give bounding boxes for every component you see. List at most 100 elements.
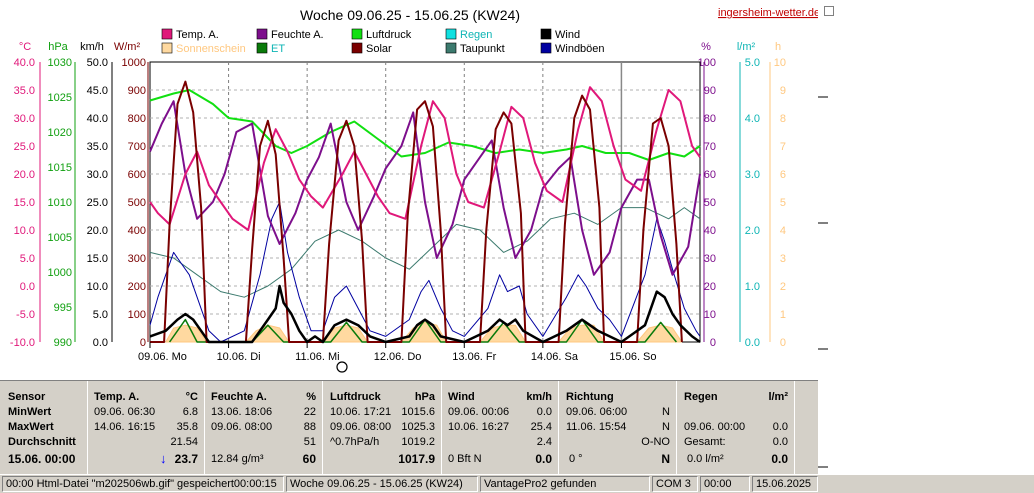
axis-tick-label: 1015 <box>48 162 72 174</box>
chart-series <box>149 80 701 344</box>
scroll-up-icon[interactable] <box>824 6 834 16</box>
humidity-column: Feuchte A. % 13.06. 18:06 22 09.06. 08:0… <box>205 381 323 475</box>
axis-tick-label: 0 <box>140 337 146 349</box>
wind-column: Wind km/h 09.06. 00:06 0.0 10.06. 16:27 … <box>442 381 559 475</box>
series-luftdruck <box>149 89 701 161</box>
status-date: 15.06.2025 <box>752 476 818 492</box>
legend-swatch <box>540 28 552 40</box>
axis-tick-label: 30 <box>704 253 716 265</box>
axis-tick-label: 1010 <box>48 197 72 209</box>
status-time: 00:00 <box>700 476 750 492</box>
axis-tick-label: 1030 <box>48 57 72 69</box>
axis-tick-label: 2.0 <box>745 225 760 237</box>
axis-tick-label: 100 <box>698 57 716 69</box>
legend-label: Sonnenschein <box>176 43 246 55</box>
legend-swatch <box>351 28 363 40</box>
chart-title: Woche 09.06.25 - 15.06.25 (KW24) <box>300 7 520 23</box>
axis-unit: % <box>701 41 711 53</box>
status-period: Woche 09.06.25 - 15.06.25 (KW24) <box>286 476 478 492</box>
axis-tick-label: 9 <box>780 85 786 97</box>
legend-swatch <box>445 28 457 40</box>
edge-tick <box>818 466 828 468</box>
legend-swatch <box>351 42 363 54</box>
axis-tick-label: 2 <box>780 281 786 293</box>
axis-unit: W/m² <box>114 41 141 53</box>
axis-unit: °C <box>19 41 31 53</box>
x-tick-label: 15.06. So <box>609 351 656 363</box>
axis-tick-label: 90 <box>704 85 716 97</box>
axis-tick-label: 15.0 <box>14 197 35 209</box>
axis-tick-label: 50 <box>704 197 716 209</box>
axis-tick-label: 700 <box>128 141 146 153</box>
axis-tick-label: 50.0 <box>87 57 108 69</box>
edge-tick <box>818 222 828 224</box>
axis-tick-label: 0 <box>780 337 786 349</box>
legend-label: Taupunkt <box>460 43 505 55</box>
legend-swatch <box>256 28 268 40</box>
axis-tick-label: 200 <box>128 281 146 293</box>
x-tick-label: 11.06. Mi <box>295 351 339 363</box>
axis-tick-label: 1.0 <box>745 281 760 293</box>
legend-swatch <box>445 42 457 54</box>
axis-tick-label: 0.0 <box>93 337 108 349</box>
axis-unit: h <box>775 41 781 53</box>
axis-tick-label: 35.0 <box>14 85 35 97</box>
axis-tick-label: 100 <box>128 309 146 321</box>
axis-tick-label: 0.0 <box>20 281 35 293</box>
right-edge <box>818 0 834 474</box>
legend-swatch <box>256 42 268 54</box>
x-tick-label: 12.06. Do <box>374 351 422 363</box>
legend-label: ET <box>271 43 285 55</box>
edge-tick <box>818 348 828 350</box>
axis-tick-label: 40 <box>704 225 716 237</box>
axis-tick-label: 10.0 <box>87 281 108 293</box>
axis-tick-label: 10.0 <box>14 225 35 237</box>
legend-label: Wind <box>555 29 580 41</box>
axis-tick-label: 300 <box>128 253 146 265</box>
axis-tick-label: 5.0 <box>93 309 108 321</box>
edge-tick <box>818 96 828 98</box>
axis-tick-label: 60 <box>704 169 716 181</box>
axis-tick-label: 4.0 <box>745 113 760 125</box>
axis-tick-label: 3 <box>780 253 786 265</box>
axis-unit: l/m² <box>737 41 756 53</box>
axis-tick-label: 70 <box>704 141 716 153</box>
axis-tick-label: 25.0 <box>14 141 35 153</box>
pressure-column: Luftdruck hPa 10.06. 17:21 1015.6 09.06.… <box>323 381 442 475</box>
axis-tick-label: 0.0 <box>745 337 760 349</box>
series-feuchte-a <box>149 100 701 276</box>
temp-column: Temp. A. °C 09.06. 06:30 6.8 14.06. 16:1… <box>88 381 205 475</box>
x-tick-label: 13.06. Fr <box>452 351 496 363</box>
axis-tick-label: 1005 <box>48 232 72 244</box>
chart-legend: Temp. A. Feuchte A. Luftdruck Regen Wind Sonn… <box>161 28 605 55</box>
rain-column: Regen l/m² 09.06. 00:00 0.0 Gesamt: 0.0 … <box>677 381 795 475</box>
weather-chart: Woche 09.06.25 - 15.06.25 (KW24) ingersh… <box>10 7 818 373</box>
x-axis-labels: 09.06. Mo 10.06. Di 11.06. Mi 12.06. Do 13.0… <box>138 342 657 363</box>
axis-tick-label: 990 <box>54 337 72 349</box>
site-link: ingersheim-wetter.de <box>718 7 818 19</box>
axis-tick-label: -5.0 <box>16 309 35 321</box>
axis-tick-label: 3.0 <box>745 169 760 181</box>
avg-label: Durchschnitt <box>8 436 76 448</box>
legend-swatch <box>161 42 173 54</box>
legend-label: Windböen <box>555 43 605 55</box>
axis-tick-label: 6 <box>780 169 786 181</box>
x-tick-label: 10.06. Di <box>217 351 261 363</box>
axis-tick-label: 400 <box>128 225 146 237</box>
axis-tick-label: 4 <box>780 225 786 237</box>
status-device: VantagePro2 gefunden <box>480 476 650 492</box>
trend-down-icon: ↓ <box>160 451 167 466</box>
cursor-marker <box>336 361 348 373</box>
sensor-header: Sensor <box>8 391 46 403</box>
axis-tick-label: 1000 <box>122 57 146 69</box>
axis-tick-label: 1 <box>780 309 786 321</box>
legend-swatch <box>161 28 173 40</box>
axis-tick-label: 1020 <box>48 127 72 139</box>
axis-tick-label: 0 <box>710 337 716 349</box>
x-tick-label: 14.06. Sa <box>531 351 579 363</box>
legend-label: Solar <box>366 43 392 55</box>
axis-tick-label: 500 <box>128 197 146 209</box>
axis-tick-label: 35.0 <box>87 141 108 153</box>
legend-label: Regen <box>460 29 492 41</box>
axis-unit: hPa <box>48 41 68 53</box>
